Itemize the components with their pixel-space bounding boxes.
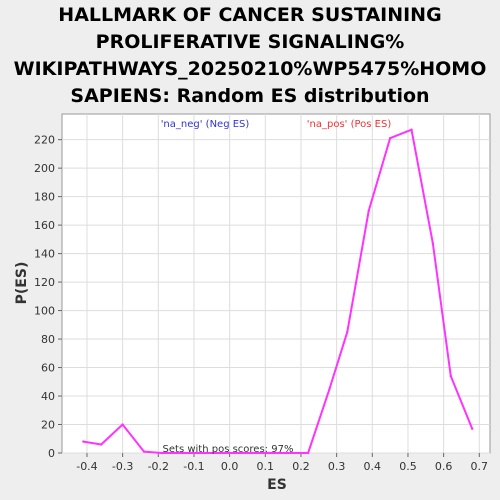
y-tick-label: 220 bbox=[34, 134, 55, 147]
y-tick-label: 140 bbox=[34, 248, 55, 261]
x-tick-label: 0.5 bbox=[399, 460, 417, 473]
y-tick-label: 40 bbox=[41, 390, 55, 403]
x-tick-label: -0.4 bbox=[76, 460, 97, 473]
y-axis-label: P(ES) bbox=[14, 262, 30, 305]
x-tick-label: 0.6 bbox=[435, 460, 453, 473]
legend-pos: 'na_pos' (Pos ES) bbox=[307, 119, 392, 130]
x-tick-label: 0.2 bbox=[292, 460, 310, 473]
x-tick-label: 0.3 bbox=[328, 460, 346, 473]
chart-title-line-2: PROLIFERATIVE SIGNALING% bbox=[95, 31, 405, 53]
x-tick-label: 0.1 bbox=[257, 460, 275, 473]
data-point bbox=[203, 451, 206, 455]
data-point bbox=[160, 451, 164, 455]
data-point bbox=[470, 427, 474, 430]
chart-title-line-1: HALLMARK OF CANCER SUSTAINING bbox=[58, 4, 442, 26]
data-point bbox=[285, 451, 288, 455]
grid bbox=[62, 114, 490, 454]
chart-title-line-4: SAPIENS: Random ES distribution bbox=[70, 85, 430, 107]
data-point bbox=[228, 451, 231, 455]
axis-ticks: -0.4 -0.3 -0.2 -0.1 0.0 0.1 0.2 0.3 0.4 0.5 0.6 0.7… bbox=[34, 134, 488, 473]
series-layer bbox=[82, 128, 474, 455]
legend-neg: 'na_neg' (Neg ES) bbox=[161, 119, 250, 130]
data-point bbox=[306, 451, 310, 455]
y-tick-label: 100 bbox=[34, 305, 55, 318]
y-tick-label: 180 bbox=[34, 191, 55, 204]
y-tick-label: 60 bbox=[41, 362, 55, 375]
y-tick-label: 120 bbox=[34, 276, 55, 289]
y-tick-label: 20 bbox=[41, 419, 55, 432]
data-point bbox=[121, 423, 124, 426]
x-tick-label: -0.3 bbox=[112, 460, 133, 473]
data-point bbox=[142, 450, 146, 453]
data-point bbox=[410, 128, 413, 131]
data-point bbox=[182, 451, 185, 455]
data-point bbox=[249, 451, 253, 455]
x-tick-label: -0.1 bbox=[183, 460, 204, 473]
data-point bbox=[267, 451, 271, 455]
y-tick-label: 0 bbox=[48, 447, 55, 460]
pos-scores-annotation: Sets with pos scores: 97% bbox=[163, 444, 294, 455]
y-tick-label: 200 bbox=[34, 162, 55, 175]
chart-title-line-3: WIKIPATHWAYS_20250210%WP5475%HOMO bbox=[13, 58, 487, 80]
y-tick-label: 160 bbox=[34, 219, 55, 232]
x-tick-label: 0.4 bbox=[364, 460, 382, 473]
chart-title: HALLMARK OF CANCER SUSTAINING PROLIFERAT… bbox=[0, 2, 500, 110]
x-tick-label: 0.0 bbox=[221, 460, 239, 473]
data-point bbox=[82, 440, 85, 443]
data-point bbox=[431, 242, 435, 245]
x-axis-label: ES bbox=[267, 477, 287, 493]
data-point bbox=[367, 209, 370, 213]
x-tick-label: -0.2 bbox=[148, 460, 169, 473]
data-point bbox=[100, 443, 103, 446]
x-tick-label: 0.7 bbox=[471, 460, 489, 473]
plot-background bbox=[61, 113, 491, 454]
data-point bbox=[449, 374, 452, 378]
y-tick-label: 80 bbox=[41, 333, 55, 346]
data-point bbox=[388, 137, 392, 140]
series-line bbox=[83, 128, 474, 454]
data-point bbox=[328, 387, 331, 391]
data-point bbox=[346, 330, 349, 334]
